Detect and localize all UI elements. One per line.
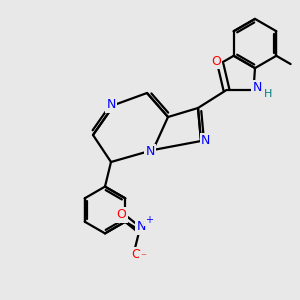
Text: N: N xyxy=(252,81,262,94)
Text: O: O xyxy=(211,55,221,68)
Text: N: N xyxy=(145,145,155,158)
Text: O: O xyxy=(132,248,142,261)
Text: N: N xyxy=(201,134,210,148)
Text: ⁻: ⁻ xyxy=(140,252,146,262)
Text: N: N xyxy=(106,98,116,112)
Text: +: + xyxy=(145,215,153,225)
Text: H: H xyxy=(264,88,273,99)
Text: O: O xyxy=(117,208,127,221)
Text: N: N xyxy=(136,220,146,233)
